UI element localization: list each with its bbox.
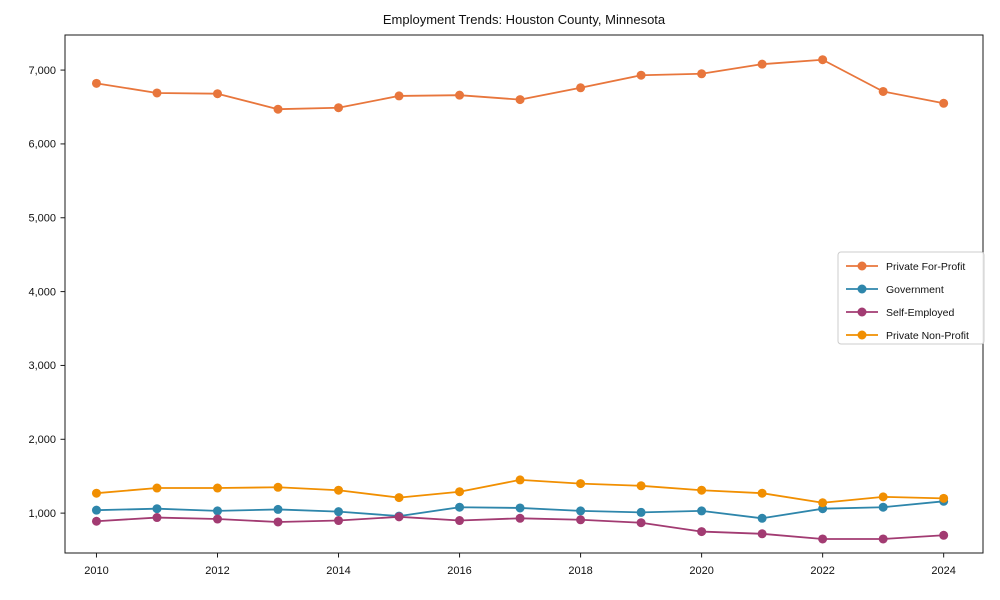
legend-item-label: Self-Employed: [886, 307, 954, 319]
data-point-marker: [455, 90, 465, 100]
data-point-marker: [878, 86, 888, 96]
legend-item-label: Private Non-Profit: [886, 330, 969, 342]
x-axis-tick-label: 2018: [568, 565, 592, 577]
data-point-marker: [152, 483, 162, 493]
legend-marker-icon: [857, 307, 867, 317]
data-point-marker: [939, 493, 949, 503]
legend-marker-icon: [857, 330, 867, 340]
data-point-marker: [939, 530, 949, 540]
data-point-marker: [334, 485, 344, 495]
data-point-marker: [576, 515, 586, 525]
data-point-marker: [212, 514, 222, 524]
legend-item-label: Private For-Profit: [886, 261, 965, 273]
data-point-marker: [757, 513, 767, 523]
data-point-marker: [91, 488, 101, 498]
data-point-marker: [273, 517, 283, 527]
data-point-marker: [515, 475, 525, 485]
data-point-marker: [515, 503, 525, 513]
x-axis-tick-label: 2024: [931, 565, 955, 577]
data-point-marker: [697, 527, 707, 537]
data-point-marker: [273, 504, 283, 514]
data-point-marker: [334, 103, 344, 113]
data-point-marker: [636, 518, 646, 528]
data-point-marker: [697, 506, 707, 516]
data-point-marker: [878, 502, 888, 512]
data-point-marker: [152, 513, 162, 523]
legend-marker-icon: [857, 261, 867, 271]
data-point-marker: [878, 492, 888, 502]
x-axis-tick-label: 2016: [447, 565, 471, 577]
data-point-marker: [576, 83, 586, 93]
y-axis-tick-label: 5,000: [28, 213, 56, 225]
legend-box: [837, 251, 985, 345]
data-point-marker: [576, 506, 586, 516]
y-axis-tick-label: 6,000: [28, 139, 56, 151]
data-point-marker: [394, 493, 404, 503]
data-point-marker: [757, 488, 767, 498]
data-point-marker: [697, 485, 707, 495]
y-axis-tick-label: 1,000: [28, 508, 56, 520]
data-point-marker: [515, 95, 525, 105]
data-point-marker: [515, 513, 525, 523]
data-point-marker: [273, 104, 283, 114]
data-point-marker: [818, 534, 828, 544]
chart-title: Employment Trends: Houston County, Minne…: [382, 12, 666, 27]
data-point-marker: [91, 78, 101, 88]
data-point-marker: [455, 487, 465, 497]
x-axis-tick-label: 2022: [810, 565, 834, 577]
x-axis-tick-label: 2014: [326, 565, 350, 577]
data-point-marker: [91, 516, 101, 526]
data-point-marker: [455, 516, 465, 526]
data-point-marker: [636, 507, 646, 517]
data-point-marker: [818, 498, 828, 508]
data-point-marker: [212, 483, 222, 493]
data-point-marker: [394, 512, 404, 522]
data-point-marker: [334, 516, 344, 526]
data-point-marker: [273, 482, 283, 492]
y-axis-tick-label: 2,000: [28, 434, 56, 446]
y-axis-tick-label: 7,000: [28, 65, 56, 77]
data-point-marker: [576, 479, 586, 489]
data-point-marker: [212, 89, 222, 99]
data-point-marker: [636, 70, 646, 80]
y-axis-tick-label: 4,000: [28, 286, 56, 298]
x-axis-tick-label: 2020: [689, 565, 713, 577]
data-point-marker: [152, 504, 162, 514]
data-point-marker: [394, 91, 404, 101]
data-point-marker: [878, 534, 888, 544]
data-point-marker: [697, 69, 707, 79]
data-point-marker: [455, 502, 465, 512]
data-point-marker: [939, 98, 949, 108]
data-point-marker: [91, 505, 101, 515]
data-point-marker: [212, 506, 222, 516]
legend-marker-icon: [857, 284, 867, 294]
x-axis-tick-label: 2010: [84, 565, 108, 577]
data-point-marker: [334, 507, 344, 517]
x-axis-tick-label: 2012: [205, 565, 229, 577]
data-point-marker: [818, 55, 828, 65]
data-point-marker: [757, 529, 767, 539]
data-point-marker: [152, 88, 162, 98]
data-point-marker: [757, 59, 767, 69]
data-point-marker: [636, 481, 646, 491]
y-axis-tick-label: 3,000: [28, 360, 56, 372]
legend-item-label: Government: [886, 284, 944, 296]
